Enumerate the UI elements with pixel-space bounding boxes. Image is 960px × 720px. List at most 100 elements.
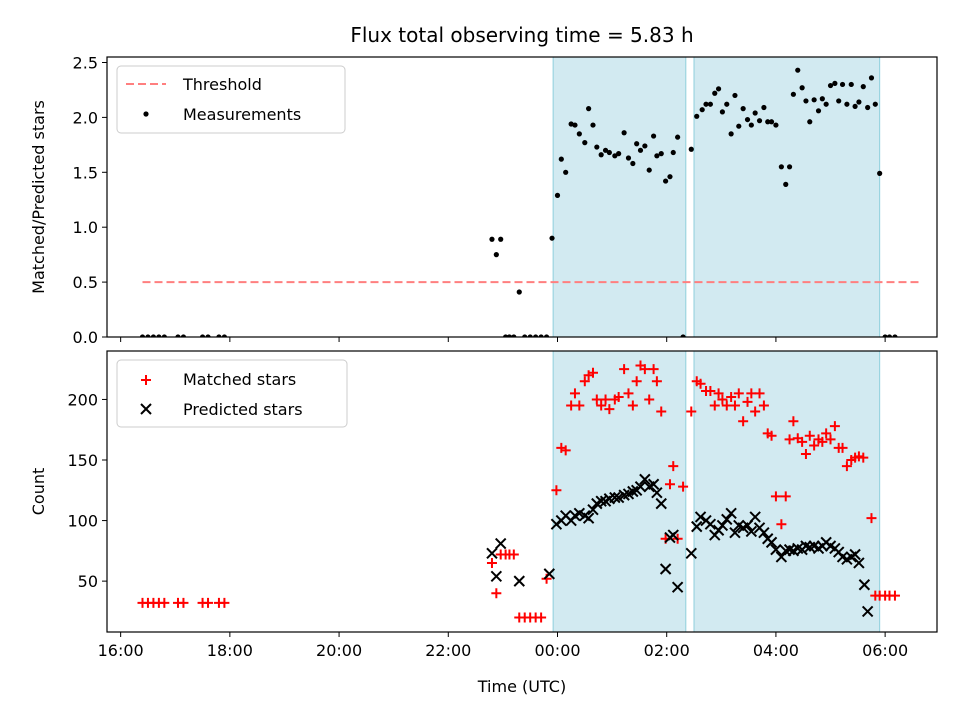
measurement-point: [844, 101, 850, 107]
predicted-star-point: [716, 519, 729, 532]
matched-star-point: [726, 392, 737, 403]
measurement-point: [815, 108, 822, 114]
matched-star-point: [841, 461, 852, 472]
measurement-point: [522, 334, 528, 337]
matched-star-point: [766, 430, 777, 441]
matched-star-point: [829, 421, 840, 432]
measurement-point: [803, 98, 809, 104]
measurement-point: [768, 119, 775, 125]
x-tick-label: 06:00: [862, 641, 908, 660]
predicted-star-point: [513, 575, 525, 587]
top-shaded-interval-1: [693, 56, 881, 338]
measurement-point: [748, 122, 754, 128]
measurement-point: [516, 289, 522, 295]
measurement-point: [688, 146, 694, 152]
matched-star-point: [797, 436, 808, 447]
measurement-point: [778, 164, 784, 170]
measurements-legend-swatch: [143, 111, 149, 117]
predicted-star-point: [659, 563, 672, 575]
matched-star-point: [758, 400, 769, 411]
measurement-point: [865, 104, 871, 111]
measurement-point: [498, 236, 504, 242]
measurement-point: [654, 153, 660, 159]
threshold-legend-label: Threshold: [182, 75, 262, 94]
matched-star-point: [729, 400, 740, 411]
measurement-point: [848, 81, 854, 88]
top-plot-area: [139, 67, 921, 337]
bottom-y-tick-label: 200: [67, 390, 98, 409]
top-y-tick-label: 0.5: [73, 273, 98, 292]
measurement-point: [675, 134, 681, 140]
measurement-point: [756, 118, 763, 124]
matched-star-point: [780, 491, 791, 502]
bottom-axes-frame: [106, 350, 938, 633]
matched-star-point: [686, 406, 697, 417]
matched-star-point: [717, 394, 728, 405]
predicted-star-point: [647, 478, 660, 490]
measurement-point: [642, 143, 648, 149]
top-legend-box: [116, 65, 346, 134]
matched-star-point: [668, 461, 679, 472]
top-y-tick-label: 2.5: [73, 53, 98, 72]
matched-star-point: [551, 485, 562, 496]
measurement-point: [886, 334, 893, 337]
matched-star-point: [817, 436, 828, 447]
measurements-legend-label: Measurements: [183, 105, 301, 124]
measurement-point: [852, 103, 858, 110]
measurement-point: [836, 98, 842, 104]
matched-star-point: [623, 388, 634, 399]
matched-star-point: [178, 597, 189, 608]
measurement-point: [549, 235, 555, 241]
matched-stars-legend-swatch: [141, 375, 151, 385]
x-axis-label: Time (UTC): [477, 677, 566, 696]
predicted-star-point: [861, 605, 874, 618]
matched-star-point: [631, 376, 642, 387]
predicted-star-point: [765, 536, 778, 549]
measurement-point: [658, 151, 664, 157]
predicted-star-point: [639, 473, 651, 486]
measurement-point: [563, 169, 569, 175]
matched-star-point: [203, 597, 214, 608]
measurement-point: [663, 178, 669, 184]
bottom-legend-box: [116, 359, 348, 428]
predicted-star-point: [634, 480, 647, 493]
measurement-point: [646, 167, 652, 173]
predicted-star-point: [800, 540, 812, 552]
bottom-legend: Matched stars Predicted stars: [116, 359, 348, 428]
matched-star-point: [648, 364, 659, 375]
matched-star-point: [825, 434, 836, 445]
matched-star-point: [491, 588, 502, 599]
matched-star-point: [889, 590, 900, 601]
measurement-point: [145, 334, 151, 337]
measurement-point: [724, 101, 730, 107]
measurement-point: [823, 101, 829, 107]
measurement-point: [744, 116, 751, 123]
matched-star-point: [579, 376, 590, 387]
measurement-point: [576, 131, 582, 137]
measurement-point: [637, 147, 644, 153]
measurement-point: [872, 101, 878, 107]
matched-star-point: [587, 367, 598, 378]
measurement-point: [150, 334, 157, 337]
x-tick-label: 00:00: [534, 641, 580, 660]
matched-star-point: [784, 434, 795, 445]
matched-stars-legend-label: Matched stars: [183, 370, 296, 389]
matched-star-point: [709, 400, 720, 411]
measurement-point: [175, 334, 181, 337]
measurement-point: [489, 236, 495, 242]
x-tick-label: 04:00: [753, 641, 799, 660]
measurement-point: [712, 90, 718, 96]
measurement-point: [602, 147, 609, 153]
measurement-point: [839, 81, 846, 88]
measurement-point: [773, 122, 779, 128]
measurement-point: [205, 334, 211, 337]
measurement-point: [752, 110, 758, 116]
measurement-point: [139, 334, 146, 337]
top-y-tick-label: 1.5: [73, 163, 98, 182]
measurement-point: [703, 101, 709, 107]
measurement-point: [670, 149, 676, 156]
predicted-star-point: [494, 537, 507, 550]
predicted-star-point: [671, 581, 684, 593]
bottom-y-axis-label: Count: [29, 468, 48, 516]
